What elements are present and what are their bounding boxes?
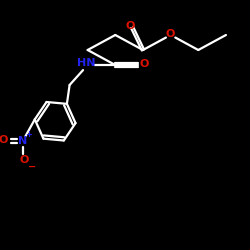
Text: −: − [28, 162, 36, 172]
Text: N: N [18, 136, 28, 146]
Text: O: O [126, 21, 135, 31]
Text: HN: HN [77, 58, 95, 68]
Text: O: O [166, 29, 175, 39]
Text: O: O [140, 59, 149, 69]
Text: O: O [19, 155, 29, 165]
Text: O: O [0, 135, 8, 145]
Text: +: + [25, 130, 32, 138]
